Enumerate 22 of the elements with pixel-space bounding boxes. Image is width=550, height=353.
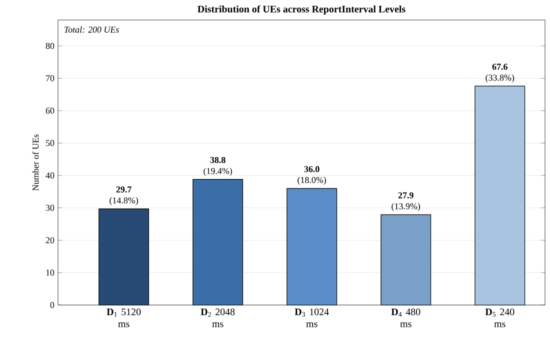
x-tick-label: D$_{2}$ 2048 ms (200, 308, 235, 328)
x-tick-label: D$_{3}$ 1024 ms (294, 308, 329, 328)
annotation: Total: 200 UEs (64, 26, 119, 33)
y-tick-label: 40 (46, 172, 54, 178)
data-label: 38.8 (19.4%) (204, 156, 232, 176)
data-label: 36.0 (18.0%) (298, 166, 326, 185)
y-axis-title: Number of UEs (32, 134, 39, 191)
data-label: 27.9 (13.9%) (392, 192, 420, 212)
y-tick-label: 60 (46, 108, 54, 114)
y-tick-label: 10 (46, 270, 54, 276)
x-tick-label: D$_{5}$ 240 ms (485, 308, 514, 328)
chart-title: Distribution of UEs across ReportInterval Levels (198, 5, 406, 14)
data-label: 67.6 (33.8%) (486, 64, 514, 83)
y-tick-label: 30 (46, 204, 54, 211)
data-label: 29.7 (14.8%) (110, 186, 138, 206)
y-tick-label: 20 (46, 237, 54, 244)
y-tick-label: 0 (50, 302, 54, 308)
x-tick-label: D$_{1}$ 5120 ms (106, 308, 141, 328)
y-tick-label: 50 (46, 140, 54, 146)
x-tick-label: D$_{4}$ 480 ms (391, 308, 420, 328)
y-tick-label: 80 (46, 42, 54, 49)
y-tick-label: 70 (46, 75, 54, 82)
